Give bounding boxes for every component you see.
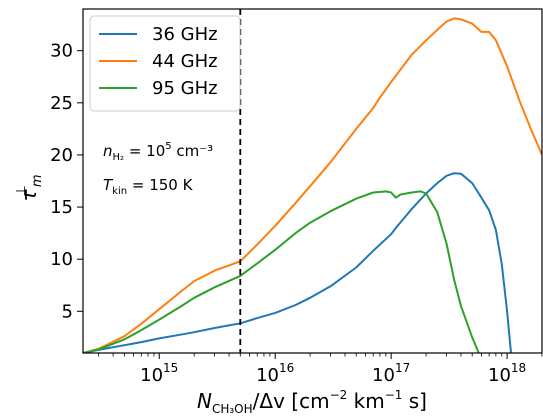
legend: 36 GHz 44 GHz 95 GHz — [89, 15, 241, 112]
series-line-2 — [83, 17, 542, 353]
x-axis: 1015 1016 1017 1018 — [98, 353, 543, 386]
x-tick-label: 1017 — [372, 361, 410, 386]
x-tick-label: 1018 — [488, 361, 526, 386]
legend-entries: 36 GHz 44 GHz 95 GHz — [99, 24, 218, 99]
y-tick-label: 10 — [50, 249, 73, 270]
legend-label-1: 36 GHz — [152, 24, 218, 45]
y-tick-label: 5 — [62, 301, 73, 322]
series-line-1 — [83, 172, 512, 353]
x-axis-label: NCH₃OH/Δv [cm−2 km−1 s] — [197, 388, 427, 416]
y-tick-label: 30 — [50, 41, 73, 62]
legend-label-3: 95 GHz — [152, 78, 218, 99]
y-axis-label: τ⊥m — [14, 174, 45, 201]
plot-frame — [82, 8, 543, 354]
y-tick-label: 25 — [50, 93, 73, 114]
density-annotation: nH₂ = 105 cm⁻³ — [103, 141, 213, 163]
series-layer — [83, 17, 542, 353]
legend-label-2: 44 GHz — [152, 51, 218, 72]
y-tick-label: 20 — [50, 145, 73, 166]
x-tick-label: 1016 — [256, 361, 294, 386]
x-tick-label: 1015 — [140, 361, 178, 386]
temperature-annotation: Tkin = 150 K — [103, 176, 194, 197]
y-axis: 5 10 15 20 25 30 — [50, 41, 83, 322]
y-tick-label: 15 — [50, 197, 73, 218]
series-line-3 — [83, 190, 480, 353]
